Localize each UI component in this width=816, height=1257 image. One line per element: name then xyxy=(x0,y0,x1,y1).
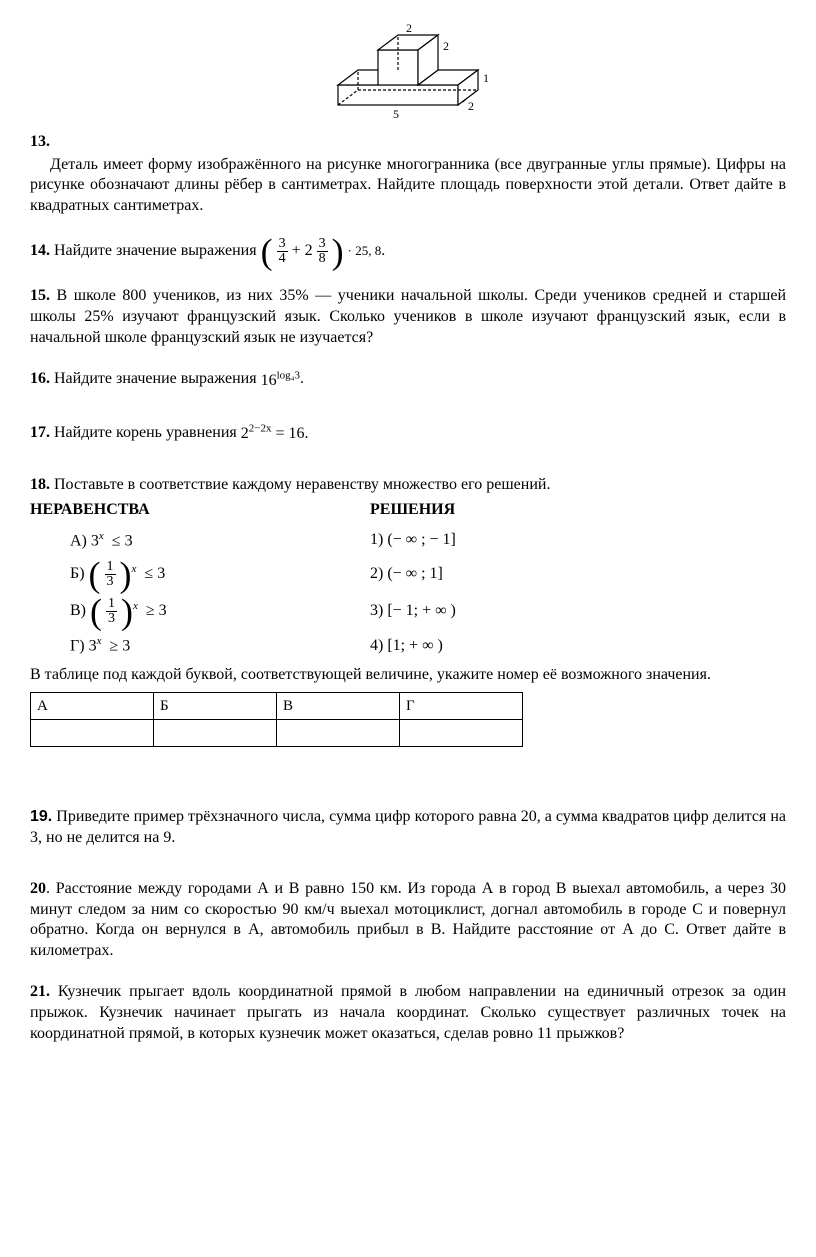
matching-headers: НЕРАВЕНСТВА РЕШЕНИЯ xyxy=(30,500,786,521)
problem-18-number: 18. xyxy=(30,476,50,493)
cell-header-v: В xyxy=(277,693,400,720)
header-inequalities: НЕРАВЕНСТВА xyxy=(30,500,370,521)
cell-answer-b[interactable] xyxy=(154,720,277,747)
cell-answer-v[interactable] xyxy=(277,720,400,747)
dim-right-mid: 1 xyxy=(483,71,489,85)
cell-header-a: А xyxy=(31,693,154,720)
match-row-g: Г) 3x ≥ 3 4) [1; + ∞ ) xyxy=(30,634,786,657)
match-row-a: А) 3x ≤ 3 1) (− ∞ ; − 1] xyxy=(30,529,786,552)
answer-table: А Б В Г xyxy=(30,692,523,747)
problem-15-text: В школе 800 учеников, из них 35% — учени… xyxy=(30,287,786,346)
cell-answer-a[interactable] xyxy=(31,720,154,747)
problem-13: 13. xyxy=(30,132,786,153)
problem-17: 17. Найдите корень уравнения 22−2x = 16. xyxy=(30,422,786,445)
problem-20-number: 20 xyxy=(30,880,46,897)
dim-right-lower: 2 xyxy=(468,99,474,113)
problem-13-text: Деталь имеет форму изображённого на рису… xyxy=(30,155,786,217)
polyhedron-figure: 2 2 1 2 5 xyxy=(30,20,786,127)
problem-15: 15. В школе 800 учеников, из них 35% — у… xyxy=(30,286,786,348)
problem-13-number: 13. xyxy=(30,133,50,150)
problem-14: 14. Найдите значение выражения ( 34 + 2 … xyxy=(30,237,786,266)
match-row-v: В) ( 13 )x ≥ 3 3) [− 1; + ∞ ) xyxy=(30,597,786,626)
table-intro: В таблице под каждой буквой, соответству… xyxy=(30,665,786,686)
problem-14-text-before: Найдите значение выражения xyxy=(50,242,261,259)
cell-header-b: Б xyxy=(154,693,277,720)
problem-14-number: 14. xyxy=(30,242,50,259)
dim-right-upper: 2 xyxy=(443,39,449,53)
problem-16-text: Найдите значение выражения xyxy=(50,371,261,388)
problem-17-number: 17. xyxy=(30,424,50,441)
header-solutions: РЕШЕНИЯ xyxy=(370,500,455,521)
match-row-b: Б) ( 13 )x ≤ 3 2) (− ∞ ; 1] xyxy=(30,560,786,589)
problem-21: 21. Кузнечик прыгает вдоль координатной … xyxy=(30,982,786,1044)
dim-top: 2 xyxy=(406,21,412,35)
problem-21-number: 21. xyxy=(30,983,50,1000)
problem-19-text: Приведите пример трёхзначного числа, сум… xyxy=(30,808,786,846)
problem-19: 19. Приведите пример трёхзначного числа,… xyxy=(30,807,786,849)
problem-20: 20. Расстояние между городами А и В равн… xyxy=(30,879,786,962)
problem-17-text: Найдите корень уравнения xyxy=(50,424,241,441)
problem-16: 16. Найдите значение выражения 16log₄3. xyxy=(30,368,786,391)
problem-16-number: 16. xyxy=(30,371,50,388)
problem-18-intro: Поставьте в соответствие каждому неравен… xyxy=(50,476,550,493)
problem-21-text: Кузнечик прыгает вдоль координатной прям… xyxy=(30,983,786,1042)
problem-18: 18. Поставьте в соответствие каждому нер… xyxy=(30,475,786,496)
problem-19-number: 19. xyxy=(30,808,52,825)
problem-15-number: 15. xyxy=(30,287,50,304)
problem-20-text: . Расстояние между городами А и В равно … xyxy=(30,880,786,959)
dim-bottom: 5 xyxy=(393,107,399,120)
cell-header-g: Г xyxy=(400,693,523,720)
cell-answer-g[interactable] xyxy=(400,720,523,747)
